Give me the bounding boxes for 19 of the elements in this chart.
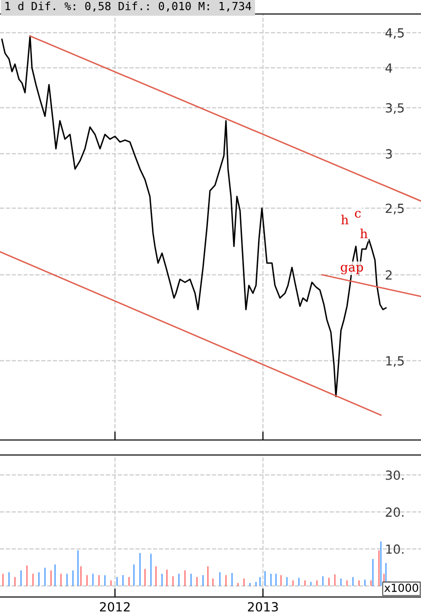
x-tick-label: 2013: [248, 602, 278, 612]
x-tick-label: 2012: [100, 602, 130, 612]
annotation: gap: [340, 264, 363, 274]
y-tick-label: 4: [386, 63, 392, 73]
annotation: h: [341, 214, 348, 224]
y-tick-label: 10.: [386, 544, 404, 554]
y-tick-label: 2: [386, 270, 392, 280]
annotation: h: [360, 228, 368, 238]
y-tick-label: 3,5: [386, 103, 404, 114]
y-tick-label: 2,5: [386, 204, 404, 214]
chart-title: 1 d Dif. %: 0,58 Dif.: 0,010 M: 1,734: [6, 2, 252, 12]
line-series: [1, 35, 387, 398]
y-tick-label: 30.: [386, 470, 404, 480]
y-tick-label: 1,5: [386, 356, 404, 367]
y-tick-label: 3: [386, 149, 392, 159]
y-tick-label: 20.: [386, 507, 404, 517]
annotation: x1000: [384, 584, 418, 592]
annotation: c: [354, 210, 361, 218]
y-tick-label: 4,5: [386, 28, 404, 39]
